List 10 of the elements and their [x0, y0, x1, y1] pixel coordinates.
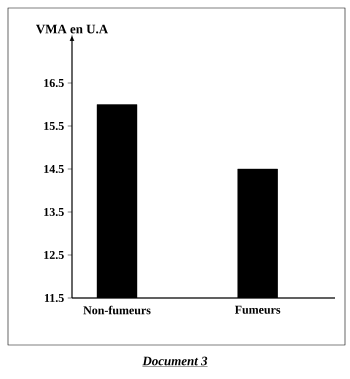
y-tick-label: 11.5 [44, 294, 64, 302]
y-tick-label: 16.5 [44, 78, 64, 88]
y-tick-label: 15.5 [44, 122, 64, 130]
y-tick-label: 12.5 [44, 250, 64, 260]
text: Document 3 [142, 356, 208, 366]
y-tick-label: 13.5 [44, 208, 64, 216]
x-tick-label: Fumeurs [234, 306, 280, 314]
x-tick-label: Non-fumeurs [83, 306, 151, 314]
y-tick-label: 14.5 [44, 164, 64, 174]
y-axis-title: VMA en U.A [36, 24, 108, 34]
